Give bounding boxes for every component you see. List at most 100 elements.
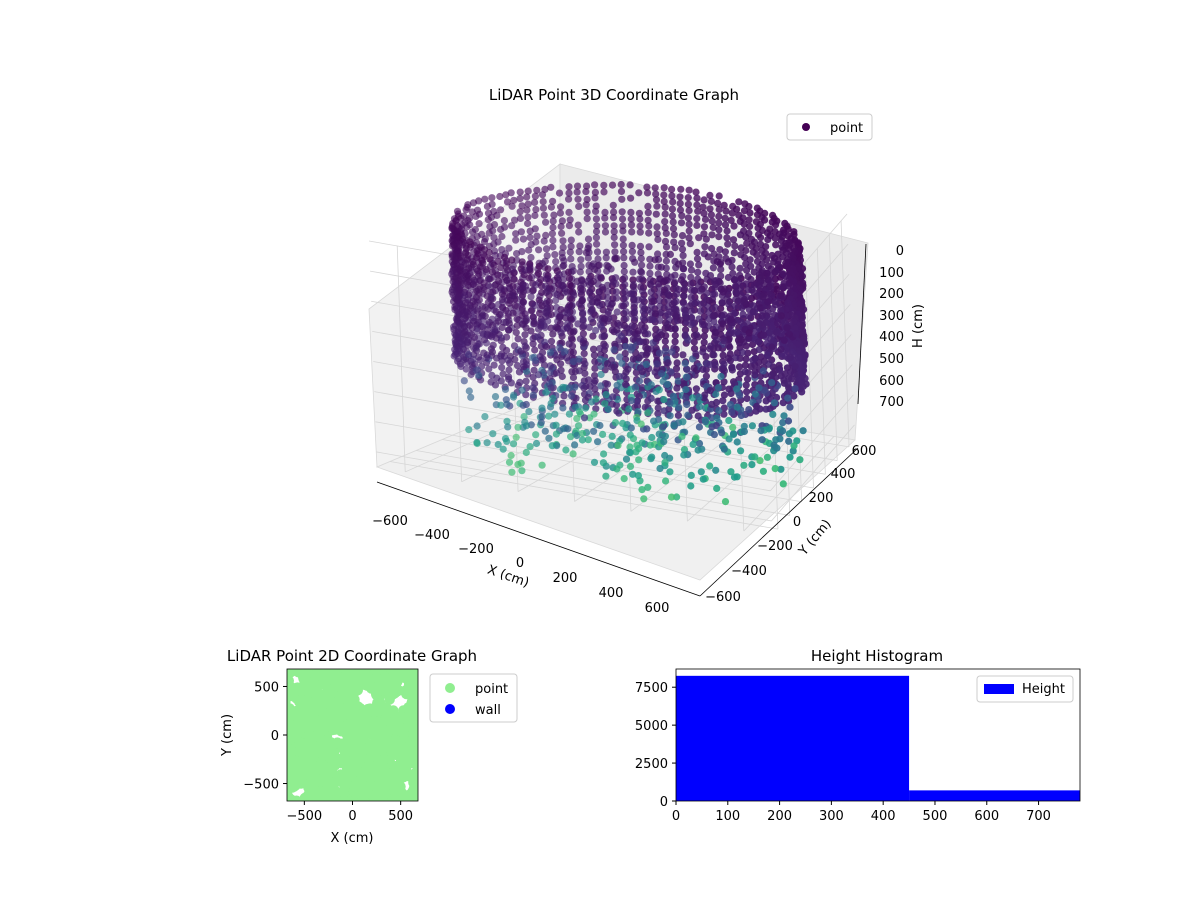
data-point-3d (783, 324, 791, 332)
data-point-3d (573, 415, 581, 423)
data-point-3d (695, 393, 703, 401)
data-point-3d (516, 214, 525, 222)
data-point-3d (619, 419, 627, 427)
data-point-3d (516, 195, 524, 203)
data-point-3d (636, 228, 644, 236)
data-point-3d (773, 444, 781, 452)
data-point-3d (671, 278, 679, 286)
data-point-3d (751, 371, 759, 379)
data-point-2d (368, 739, 379, 750)
data-point-3d (714, 199, 722, 207)
data-point-3d (448, 225, 456, 233)
data-point-3d (582, 201, 590, 209)
data-point-3d (454, 246, 462, 254)
data-point-3d (635, 445, 643, 453)
data-point-3d (687, 482, 695, 490)
data-point-3d (539, 204, 548, 212)
data-point-3d (736, 271, 744, 279)
data-point-3d (564, 303, 572, 311)
data-point-3d (508, 202, 516, 210)
data-point-3d (651, 368, 659, 376)
data-point-2d (360, 765, 372, 776)
data-point-2d (308, 731, 319, 742)
data-point-3d (745, 216, 753, 224)
data-point-3d (555, 189, 564, 197)
data-point-3d (613, 254, 621, 262)
data-point-3d (674, 411, 683, 419)
grid-line (840, 220, 850, 447)
data-point-3d (484, 216, 492, 224)
data-point-3d (619, 241, 628, 249)
data-point-3d (681, 331, 689, 339)
data-point-2d (343, 772, 354, 783)
data-point-2d (355, 774, 367, 785)
data-point-3d (474, 250, 482, 258)
data-point-3d (582, 188, 590, 196)
data-point-3d (743, 239, 751, 248)
data-point-3d (593, 248, 602, 256)
data-point-3d (656, 464, 664, 473)
data-point-3d (627, 215, 635, 223)
data-point-3d (759, 467, 768, 475)
data-point-3d (542, 231, 550, 239)
data-point-3d (715, 407, 723, 415)
data-point-2d (313, 669, 324, 677)
data-point-3d (532, 439, 541, 448)
data-point-3d (592, 227, 601, 236)
data-point-3d (679, 252, 687, 260)
data-point-3d (786, 288, 794, 296)
data-point-3d (661, 337, 669, 345)
data-point-3d (719, 288, 727, 296)
data-point-3d (773, 285, 781, 293)
data-point-3d (518, 467, 526, 475)
x-tick-label-hist: 100 (715, 809, 740, 824)
data-point-2d (372, 669, 382, 672)
data-point-3d (729, 423, 737, 431)
data-point-3d (700, 230, 708, 238)
data-point-3d (693, 201, 701, 209)
data-point-3d (758, 321, 766, 329)
data-point-3d (668, 192, 676, 200)
data-point-3d (449, 291, 457, 299)
y-tick-label: 200 (809, 491, 834, 506)
data-point-3d (511, 302, 519, 310)
data-point-3d (534, 333, 542, 341)
data-point-2d (412, 697, 418, 708)
data-point-3d (705, 296, 713, 305)
data-point-3d (497, 206, 505, 214)
data-point-3d (746, 222, 754, 230)
y-axis-label-3d: Y (cm) (795, 517, 834, 560)
z-axis-label-3d: H (cm) (911, 304, 926, 348)
data-point-3d (694, 268, 702, 276)
data-point-2d (371, 716, 382, 728)
data-point-3d (730, 222, 738, 230)
data-point-3d (503, 417, 511, 425)
data-point-3d (464, 251, 472, 259)
data-point-3d (601, 228, 610, 236)
data-point-2d (300, 674, 311, 685)
data-point-3d (499, 445, 507, 453)
data-point-3d (738, 348, 747, 356)
data-point-3d (620, 475, 628, 483)
x-tick-label-hist: 700 (1026, 809, 1051, 824)
data-point-3d (678, 232, 687, 240)
data-point-3d (765, 425, 773, 433)
legend-label-height: Height (1022, 682, 1065, 697)
data-point-3d (653, 360, 661, 368)
data-point-3d (677, 219, 686, 227)
data-point-3d (487, 293, 495, 301)
data-point-3d (627, 221, 636, 229)
data-point-3d (571, 441, 579, 449)
data-point-3d (790, 442, 798, 450)
data-point-3d (688, 406, 696, 414)
data-point-3d (457, 279, 465, 287)
data-point-3d (486, 283, 494, 291)
grid-line (816, 248, 826, 475)
data-point-3d (777, 237, 786, 245)
data-point-3d (753, 257, 762, 266)
y-tick-label-2d: −500 (243, 778, 279, 793)
data-point-3d (687, 293, 695, 301)
data-point-3d (705, 308, 713, 316)
data-point-3d (662, 257, 671, 265)
data-point-3d (706, 462, 714, 470)
